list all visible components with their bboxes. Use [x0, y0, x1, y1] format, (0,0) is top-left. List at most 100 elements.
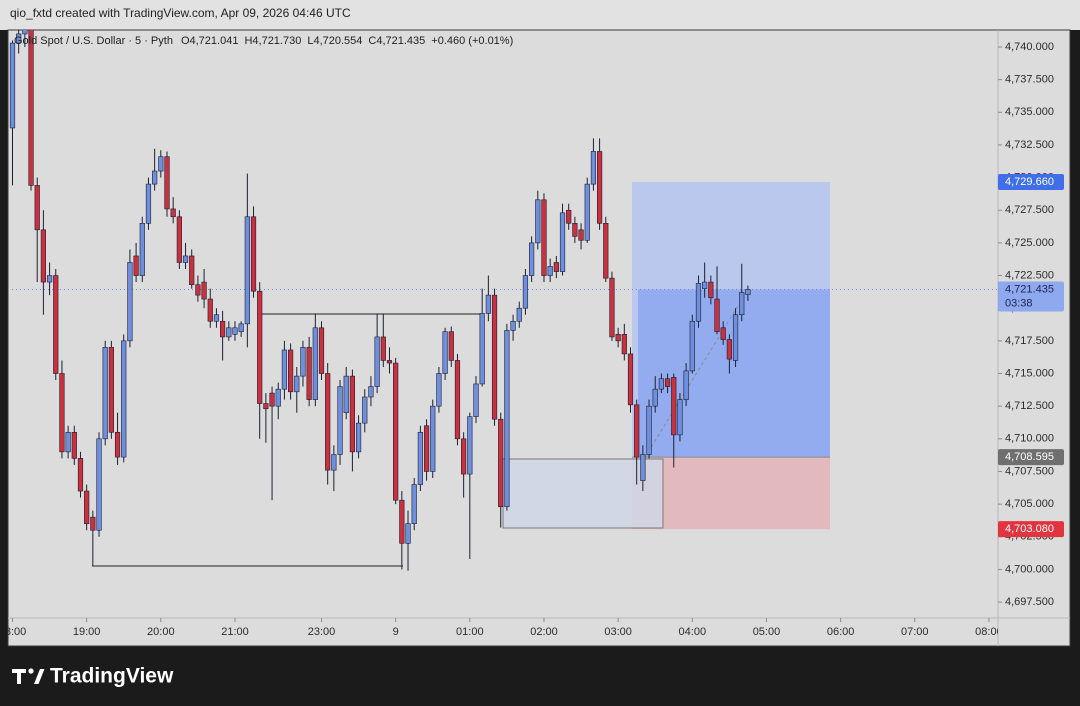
- legend-value: O4,721.041: [181, 35, 239, 47]
- y-tick-label: 4,697.500: [1005, 596, 1054, 608]
- x-tick-label: 03:00: [604, 626, 632, 638]
- candle-body: [59, 373, 65, 453]
- footer-brand: TradingView: [50, 665, 174, 688]
- candle-body: [436, 373, 442, 407]
- legend-value: C4,721.435: [368, 35, 425, 47]
- candle-body: [53, 275, 59, 374]
- candle-body: [423, 425, 430, 472]
- candle-body: [454, 360, 461, 440]
- candle-body: [504, 330, 510, 508]
- candle-body: [386, 360, 393, 364]
- candle-body: [399, 499, 405, 544]
- logo-mark: [12, 669, 26, 684]
- candle-body: [325, 373, 331, 471]
- candle-body: [621, 334, 627, 355]
- candle-body: [145, 183, 152, 224]
- candle-body: [578, 229, 584, 241]
- candle-body: [139, 223, 145, 276]
- candle-body: [355, 422, 362, 453]
- y-tick-label: 4,707.500: [1005, 465, 1054, 477]
- candle-body: [529, 242, 535, 276]
- candle-body: [318, 327, 325, 374]
- position-tool: [8, 182, 998, 530]
- candle-body: [257, 290, 263, 404]
- candle-body: [84, 490, 90, 525]
- x-tick-label: 06:00: [827, 626, 855, 638]
- candle-body: [430, 405, 436, 472]
- candle-body: [473, 383, 479, 417]
- candle-body: [170, 208, 176, 218]
- candle-body: [46, 275, 53, 283]
- candle-body: [714, 298, 720, 333]
- ohlc-legend: O4,721.041 H4,721.730 L4,720.554 C4,721.435…: [181, 35, 513, 47]
- candle-body: [90, 516, 96, 531]
- candle-body: [263, 403, 269, 410]
- x-tick-label: 9: [393, 626, 399, 638]
- candle-body: [411, 484, 417, 525]
- candle-body: [244, 216, 250, 325]
- candle-body: [708, 281, 714, 299]
- candle-body: [739, 292, 745, 316]
- candle-body: [405, 523, 411, 544]
- candle-body: [603, 223, 609, 279]
- candle-body: [114, 431, 121, 458]
- candle-body: [689, 320, 695, 372]
- candle-body: [238, 323, 244, 333]
- x-tick-label: 19:00: [73, 626, 101, 638]
- candle-body: [343, 375, 349, 413]
- candle-body: [306, 347, 312, 400]
- candle-body: [294, 375, 300, 393]
- countdown-label: 03:38: [1005, 297, 1033, 309]
- candles: [9, 30, 751, 571]
- range-box: [502, 458, 664, 529]
- candle-body: [634, 404, 640, 458]
- candle-body: [281, 349, 288, 390]
- candle-body: [127, 262, 133, 342]
- x-tick-label: 04:00: [679, 626, 707, 638]
- candle-body: [65, 431, 71, 453]
- legend-value: +0.460 (+0.01%): [431, 35, 513, 47]
- candle-body: [510, 320, 516, 331]
- candle-body: [34, 185, 40, 231]
- candle-body: [71, 431, 77, 459]
- candle-body: [287, 349, 294, 393]
- x-tick-label: 05:00: [753, 626, 781, 638]
- price-badge: [998, 174, 1064, 191]
- candle-body: [658, 378, 664, 390]
- candle-body: [664, 378, 671, 387]
- y-tick-label: 4,740.000: [1005, 41, 1054, 53]
- candle-body: [220, 320, 226, 338]
- candle-body: [133, 255, 139, 276]
- price-badge-label: 4,703.080: [1005, 523, 1054, 535]
- x-tick-label: 07:00: [901, 626, 929, 638]
- header-bar: [0, 0, 1080, 30]
- header-text: qio_fxtd created with TradingView.com, A…: [10, 6, 351, 20]
- candle-body: [566, 209, 572, 224]
- candle-body: [158, 156, 164, 172]
- candle-body: [250, 216, 257, 292]
- price-badge-label: 4,721.435: [1005, 283, 1054, 295]
- price-axis: 4,697.5004,700.0004,702.5004,705.0004,70…: [998, 41, 1054, 608]
- candle-body: [362, 396, 368, 424]
- candle-body: [195, 284, 201, 296]
- candle-body: [442, 331, 448, 374]
- candle-body: [380, 336, 386, 361]
- candle-body: [9, 42, 16, 129]
- candle-body: [522, 275, 529, 309]
- candle-body: [448, 331, 454, 361]
- candle-body: [677, 399, 683, 436]
- candle-body: [226, 327, 232, 338]
- candle-body: [300, 347, 306, 377]
- candle-body: [331, 454, 337, 471]
- candle-body: [201, 281, 207, 300]
- candle-body: [695, 283, 702, 322]
- candle-body: [417, 431, 423, 485]
- y-tick-label: 4,715.000: [1005, 367, 1054, 379]
- candle-body: [745, 289, 751, 295]
- candle-body: [40, 229, 46, 283]
- y-tick-label: 4,737.500: [1005, 74, 1054, 86]
- candle-body: [732, 314, 739, 361]
- candle-body: [627, 353, 634, 406]
- candle-body: [609, 277, 615, 338]
- stop-zone: [632, 457, 830, 530]
